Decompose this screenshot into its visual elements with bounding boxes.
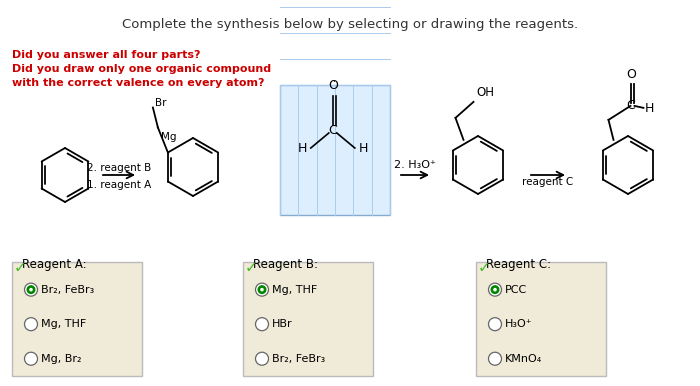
Circle shape — [494, 288, 497, 291]
Text: Reagent A:: Reagent A: — [22, 258, 87, 271]
Text: Reagent B:: Reagent B: — [253, 258, 318, 271]
Text: 1. reagent A: 1. reagent A — [87, 180, 151, 190]
Circle shape — [491, 285, 500, 294]
Text: H: H — [645, 102, 654, 115]
Bar — [12, 262, 142, 376]
Text: Mg: Mg — [161, 132, 176, 142]
Text: HBr: HBr — [272, 319, 293, 329]
Text: Reagent C:: Reagent C: — [486, 258, 551, 271]
Text: PCC: PCC — [505, 284, 527, 295]
Circle shape — [25, 318, 38, 331]
Text: C: C — [328, 124, 337, 137]
Circle shape — [27, 285, 36, 294]
Circle shape — [29, 288, 33, 291]
Text: reagent C: reagent C — [522, 177, 573, 187]
Text: Did you answer all four parts?: Did you answer all four parts? — [12, 50, 200, 60]
Bar — [243, 262, 373, 376]
Text: 2. H₃O⁺: 2. H₃O⁺ — [394, 160, 436, 170]
Circle shape — [256, 283, 269, 296]
Circle shape — [256, 318, 269, 331]
Text: Mg, THF: Mg, THF — [41, 319, 86, 329]
Circle shape — [25, 352, 38, 365]
Text: Complete the synthesis below by selecting or drawing the reagents.: Complete the synthesis below by selectin… — [122, 18, 578, 31]
Text: OH: OH — [477, 86, 494, 99]
Circle shape — [256, 352, 269, 365]
Circle shape — [489, 318, 501, 331]
Text: Mg, THF: Mg, THF — [272, 284, 317, 295]
Text: H: H — [359, 142, 368, 154]
Text: KMnO₄: KMnO₄ — [505, 354, 542, 364]
Text: Br₂, FeBr₃: Br₂, FeBr₃ — [272, 354, 326, 364]
Text: Br: Br — [155, 98, 167, 107]
Text: C: C — [626, 99, 635, 112]
Text: Br₂, FeBr₃: Br₂, FeBr₃ — [41, 284, 94, 295]
Text: 2. reagent B: 2. reagent B — [87, 163, 151, 173]
Bar — [280, 85, 390, 215]
Text: O: O — [626, 68, 636, 81]
Text: with the correct valence on every atom?: with the correct valence on every atom? — [12, 78, 265, 88]
Text: H₃O⁺: H₃O⁺ — [505, 319, 533, 329]
Bar — [476, 262, 606, 376]
Circle shape — [489, 352, 501, 365]
Circle shape — [260, 288, 264, 291]
Circle shape — [258, 285, 267, 294]
Text: ··: ·· — [330, 77, 336, 87]
Text: ✓: ✓ — [14, 260, 27, 275]
Text: O: O — [328, 79, 337, 92]
Circle shape — [25, 283, 38, 296]
Text: ✓: ✓ — [245, 260, 258, 275]
Text: Mg, Br₂: Mg, Br₂ — [41, 354, 81, 364]
Circle shape — [489, 283, 501, 296]
Text: ✓: ✓ — [478, 260, 491, 275]
Text: H: H — [298, 142, 307, 154]
Text: Did you draw only one organic compound: Did you draw only one organic compound — [12, 64, 271, 74]
